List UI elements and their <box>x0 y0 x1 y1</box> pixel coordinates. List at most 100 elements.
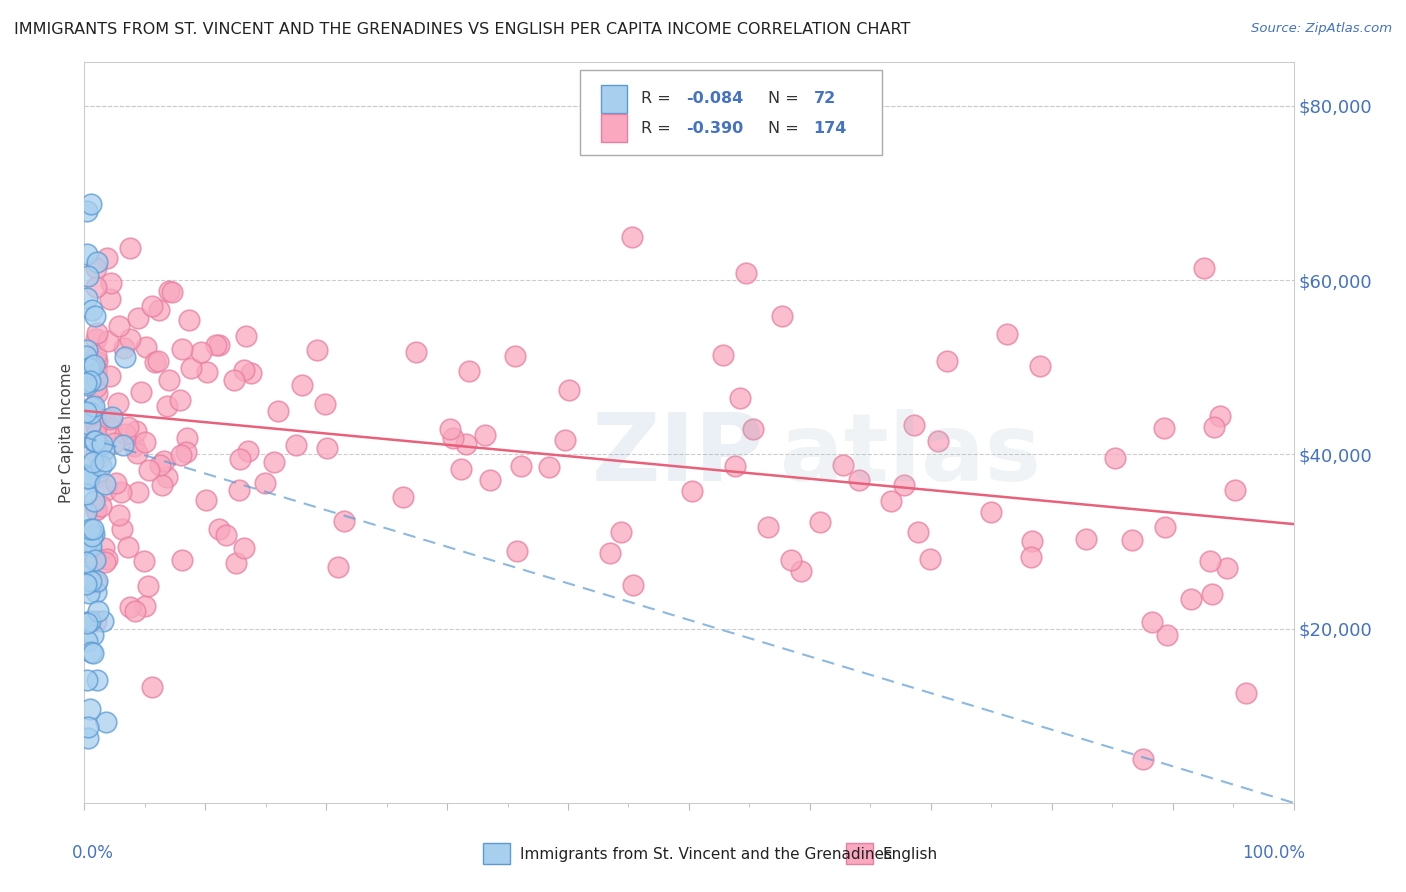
Point <box>75 555 97 569</box>
Point <box>108 319 131 334</box>
Point <box>236 444 259 458</box>
Point <box>77 470 100 484</box>
Point <box>284 438 307 452</box>
Point <box>100 276 122 290</box>
Point <box>103 436 125 450</box>
Point <box>174 444 197 458</box>
Point <box>333 515 356 529</box>
Point <box>149 458 172 473</box>
Point <box>208 522 231 536</box>
Text: 100.0%: 100.0% <box>1243 844 1306 862</box>
Point <box>789 565 811 579</box>
Point <box>111 438 134 452</box>
Point <box>84 434 107 449</box>
Point <box>156 470 179 484</box>
Point <box>558 384 581 398</box>
Point <box>141 681 163 695</box>
Point <box>82 454 104 468</box>
Point <box>98 368 121 383</box>
Point <box>79 374 101 388</box>
Point <box>443 431 465 445</box>
Point <box>124 424 146 438</box>
Point <box>77 472 100 486</box>
Point <box>80 540 103 554</box>
Point <box>157 373 180 387</box>
Point <box>1198 554 1220 568</box>
Point <box>458 364 481 378</box>
FancyBboxPatch shape <box>581 70 883 155</box>
Point <box>263 455 285 469</box>
Point <box>84 553 107 567</box>
Point <box>86 502 108 516</box>
Point <box>907 524 929 539</box>
Point <box>232 541 254 555</box>
Point <box>170 342 193 356</box>
Point <box>176 432 198 446</box>
Point <box>82 646 104 660</box>
Point <box>478 473 501 487</box>
Point <box>503 349 526 363</box>
Point <box>75 576 97 591</box>
Text: atlas: atlas <box>780 409 1040 500</box>
Point <box>129 384 152 399</box>
Point <box>86 380 108 394</box>
Point <box>153 454 176 468</box>
Point <box>76 291 98 305</box>
Point <box>75 349 97 363</box>
Point <box>1029 359 1052 373</box>
Point <box>831 458 853 473</box>
Point <box>439 422 461 436</box>
Point <box>79 448 101 462</box>
Point <box>100 421 122 435</box>
Point <box>1209 409 1232 423</box>
Point <box>86 574 108 588</box>
Point <box>509 459 531 474</box>
Point <box>93 541 115 555</box>
Point <box>135 340 157 354</box>
Point <box>506 544 529 558</box>
Point <box>291 377 314 392</box>
Point <box>82 628 104 642</box>
Point <box>79 702 101 716</box>
Point <box>86 261 108 276</box>
Point <box>328 559 350 574</box>
Point <box>75 487 97 501</box>
Point <box>110 485 132 500</box>
Point <box>76 377 98 392</box>
Point <box>267 404 290 418</box>
Point <box>76 720 98 734</box>
Text: R =: R = <box>641 91 675 106</box>
Point <box>728 391 751 405</box>
Point <box>75 529 97 543</box>
Point <box>90 459 112 474</box>
Point <box>1153 421 1175 435</box>
Point <box>254 476 277 491</box>
Point <box>903 417 925 432</box>
Point <box>711 348 734 362</box>
Point <box>84 585 107 599</box>
Point <box>156 399 179 413</box>
Point <box>86 414 108 428</box>
Point <box>225 556 247 570</box>
Point <box>935 353 957 368</box>
Point <box>621 229 644 244</box>
Point <box>77 269 100 284</box>
Point <box>125 446 148 460</box>
Point <box>77 360 100 375</box>
Point <box>1140 615 1163 630</box>
Point <box>307 343 329 358</box>
Point <box>86 418 108 433</box>
Point <box>94 483 117 497</box>
Point <box>84 309 107 323</box>
Point <box>86 426 108 441</box>
Point <box>148 353 170 368</box>
Point <box>100 412 122 426</box>
Text: 0.0%: 0.0% <box>72 844 114 862</box>
Point <box>927 434 949 448</box>
Point <box>114 426 136 441</box>
Point <box>79 536 101 550</box>
Point <box>233 363 256 377</box>
Point <box>756 520 779 534</box>
Point <box>86 550 108 565</box>
Point <box>735 266 758 280</box>
